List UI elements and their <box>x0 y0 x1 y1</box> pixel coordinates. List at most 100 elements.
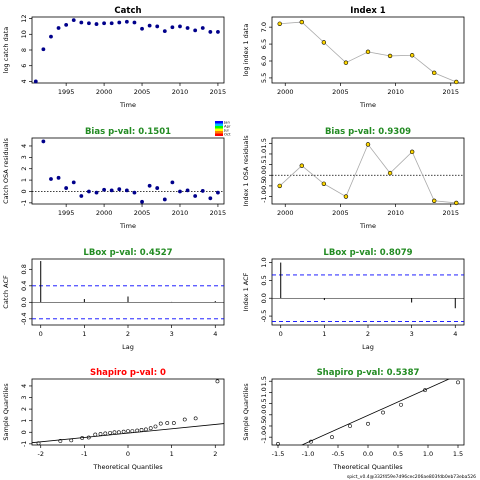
x-tick-label: 1995 <box>58 88 75 96</box>
x-tick-label: 0.5 <box>393 450 403 458</box>
data-point <box>178 189 182 194</box>
data-point <box>36 441 41 446</box>
data-point <box>124 188 129 193</box>
data-point <box>102 21 106 26</box>
plot-frame <box>271 16 465 84</box>
data-point <box>33 79 38 84</box>
plot-panel-7: Shapiro p-val: 0 -2 -1 0 1 2 -1 0 1 2 3 4 Theoretica… <box>2 368 225 471</box>
x-tick-label: 4 <box>453 330 457 338</box>
data-point <box>387 170 393 176</box>
y-tick-label: 2 <box>20 407 28 411</box>
y-tick-label: 2 <box>20 167 28 171</box>
plot-frame <box>31 16 225 84</box>
plot-title: Catch <box>114 6 141 16</box>
data-point <box>432 70 437 76</box>
y-tick-label: 8 <box>20 48 28 52</box>
y-tick-label: 0.5 <box>260 275 268 285</box>
legend-color-swatch <box>215 123 223 126</box>
plot-title: LBox p-val: 0.8079 <box>323 248 412 258</box>
data-point <box>109 188 114 193</box>
x-tick-label: 1.5 <box>453 450 463 458</box>
data-point <box>200 189 205 193</box>
data-point <box>454 79 459 85</box>
plot-panel-4: Bias p-val: 0.9309 2000 2005 2010 2015 -1.0-0… <box>242 127 465 230</box>
data-point <box>49 177 53 181</box>
x-tick-label: -1.0 <box>302 450 315 458</box>
plot-frame <box>271 137 465 205</box>
data-point <box>165 421 170 425</box>
data-point <box>208 196 213 201</box>
data-point <box>130 429 135 434</box>
y-tick-label: -1.0 <box>260 190 268 203</box>
qq-reference-line <box>300 379 451 445</box>
plot-frame <box>31 137 225 205</box>
y-tick-label: -1 <box>20 441 28 447</box>
data-point <box>132 190 137 195</box>
x-tick-label: 0.0 <box>363 450 373 458</box>
data-point <box>208 30 213 34</box>
y-tick-label: 5.5 <box>260 73 268 83</box>
data-point <box>140 199 144 204</box>
data-point <box>171 421 176 425</box>
y-tick-label: 4 <box>20 384 28 388</box>
data-point <box>200 26 205 30</box>
data-point <box>58 439 63 443</box>
data-point <box>216 30 220 34</box>
data-point <box>193 194 198 198</box>
data-point <box>93 432 98 437</box>
data-point <box>321 181 327 186</box>
x-tick-label: 2005 <box>332 209 349 217</box>
qq-reference-line <box>32 423 224 444</box>
data-point <box>366 421 370 426</box>
data-point <box>147 183 152 188</box>
y-tick-label: 12 <box>20 14 28 22</box>
y-axis-label: log catch data <box>2 27 10 73</box>
x-tick-label: 2000 <box>277 88 294 96</box>
data-point <box>193 416 198 421</box>
data-point <box>299 163 304 168</box>
x-tick-label: 2000 <box>96 88 113 96</box>
x-tick-label: 0 <box>126 450 130 458</box>
legend-label: Apr <box>224 124 231 129</box>
y-tick-label: 0 <box>20 430 28 434</box>
data-point <box>216 190 220 195</box>
data-point <box>108 430 113 435</box>
data-point <box>116 430 121 435</box>
data-point <box>147 23 152 28</box>
data-point <box>193 28 198 33</box>
data-point <box>456 380 460 385</box>
data-point <box>365 142 371 147</box>
plot-frame <box>31 378 225 446</box>
data-point <box>309 439 313 444</box>
legend-color-swatch <box>215 133 223 136</box>
data-point <box>69 438 74 443</box>
x-tick-label: 1 <box>170 450 174 458</box>
data-point <box>170 25 175 30</box>
legend-color-swatch <box>215 126 223 129</box>
data-point <box>86 435 91 440</box>
plot-frame <box>271 378 465 446</box>
y-axis-label: log index 1 data <box>242 24 250 77</box>
y-tick-label: 4 <box>20 144 28 148</box>
x-axis-label: Time <box>359 222 376 230</box>
data-point <box>215 379 220 384</box>
data-point <box>71 18 76 23</box>
x-tick-label: 2015 <box>210 209 227 217</box>
data-point <box>79 194 84 198</box>
data-point <box>387 53 393 59</box>
x-tick-label: 2 <box>366 330 370 338</box>
legend-label: Jan <box>223 120 230 125</box>
y-tick-label: -1.0 <box>260 431 268 444</box>
x-tick-label: 1.0 <box>423 450 433 458</box>
y-tick-label: 0.0 <box>260 293 268 303</box>
x-tick-label: 3 <box>170 330 174 338</box>
x-tick-label: -2 <box>37 450 43 458</box>
data-point <box>185 26 190 30</box>
y-tick-label: 1.5 <box>260 376 268 386</box>
data-point <box>330 435 334 440</box>
plot-panel-1: Catch 1995 2000 2005 2010 2015 4 6 8 10 12 Time log … <box>2 6 226 109</box>
y-tick-label: 1.0 <box>260 387 268 397</box>
plot-title: LBox p-val: 0.4527 <box>83 248 172 258</box>
